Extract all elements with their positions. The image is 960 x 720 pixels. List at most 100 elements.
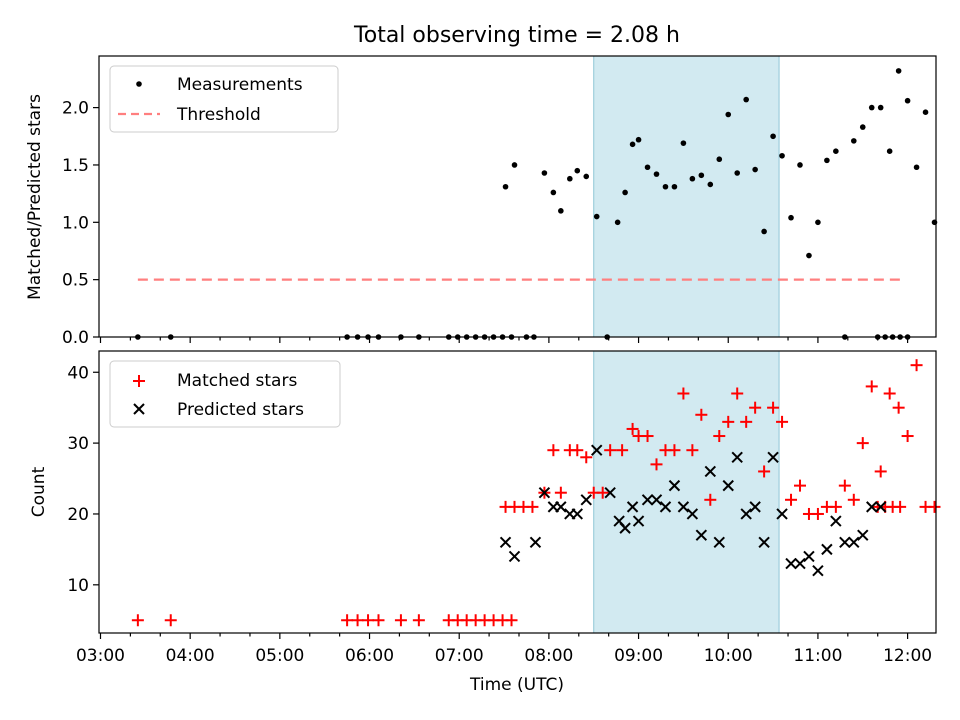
- matched-star-point: [505, 614, 518, 627]
- matched-star-point: [547, 444, 560, 457]
- measurement-point: [662, 183, 669, 190]
- measurement-point: [689, 175, 696, 182]
- measurement-point: [761, 228, 767, 235]
- measurement-point: [806, 252, 812, 259]
- measurement-point: [877, 104, 884, 111]
- matched-star-point: [829, 500, 842, 513]
- predicted-star-point: [821, 543, 833, 556]
- predicted-star-point: [508, 550, 521, 563]
- matched-star-point: [164, 614, 177, 627]
- matched-star-point: [695, 408, 708, 421]
- measurement-point: [698, 172, 705, 179]
- matched-star-point: [874, 465, 887, 478]
- bottom-y-tick-label: 10: [67, 576, 89, 596]
- legend-matched-label: Matched stars: [177, 371, 297, 391]
- matched-star-point: [554, 486, 567, 499]
- predicted-star-point: [848, 536, 860, 549]
- top-y-ticks: 0.0 0.5 1.0 1.5 2.0: [62, 99, 99, 348]
- predicted-star-point: [659, 501, 672, 513]
- measurement-point: [541, 170, 548, 176]
- matched-star-point: [341, 614, 354, 627]
- predicted-star-point: [812, 564, 824, 577]
- top-y-tick-label: 0.0: [62, 328, 89, 348]
- measurement-point: [752, 166, 758, 173]
- predicted-star-point: [758, 536, 770, 549]
- bottom-y-tick-label: 40: [67, 363, 89, 383]
- x-tick-label: 12:00: [883, 646, 932, 666]
- matched-star-point: [749, 401, 762, 414]
- measurement-point: [895, 68, 902, 74]
- measurement-point: [770, 133, 776, 140]
- matched-star-point: [686, 444, 699, 457]
- matched-star-point: [811, 507, 824, 520]
- matched-star-point: [626, 422, 639, 435]
- chart-title: Total observing time = 2.08 h: [353, 23, 680, 48]
- measurement-point: [653, 171, 660, 177]
- matched-star-point: [616, 444, 629, 457]
- matched-star-point: [526, 500, 539, 513]
- x-tick-label: 08:00: [524, 646, 573, 666]
- matched-star-point: [604, 444, 617, 457]
- matched-star-point: [793, 479, 806, 492]
- predicted-star-point: [749, 501, 761, 513]
- measurement-point: [680, 140, 687, 146]
- measurement-point: [886, 148, 893, 154]
- top-y-tick-label: 0.5: [62, 271, 89, 291]
- predicted-star-point: [604, 487, 616, 499]
- bottom-y-tick-label: 30: [67, 434, 89, 454]
- measurement-point: [716, 156, 723, 163]
- top-axes-frame: [98, 55, 937, 338]
- predicted-star-point: [626, 501, 639, 513]
- matched-star-point: [856, 437, 869, 450]
- measurement-point: [502, 183, 509, 190]
- measurement-point: [824, 157, 830, 164]
- predicted-star-point: [740, 508, 752, 520]
- predicted-star-point: [591, 444, 603, 456]
- measurement-point: [558, 208, 564, 214]
- matched-star-point: [394, 614, 407, 627]
- predicted-star-point: [713, 536, 725, 549]
- x-tick-label: 03:00: [76, 646, 125, 666]
- legend-measurements-marker: [136, 81, 142, 87]
- measurement-point: [574, 167, 581, 174]
- x-tick-label: 11:00: [793, 646, 842, 666]
- predicted-star-point: [785, 557, 797, 570]
- predicted-star-point: [767, 451, 779, 463]
- top-y-axis-label: Matched/Predicted stars: [25, 94, 45, 300]
- matched-star-point: [372, 614, 385, 627]
- predicted-star-point: [776, 508, 788, 520]
- matched-star-point: [910, 359, 923, 372]
- matched-star-point: [894, 500, 907, 513]
- measurement-point: [734, 170, 741, 176]
- x-tick-label: 04:00: [166, 646, 215, 666]
- predicted-star-point: [686, 508, 699, 520]
- legend-threshold-label: Threshold: [176, 105, 261, 125]
- matched-star-point: [571, 444, 584, 457]
- matched-star-point: [668, 444, 681, 457]
- predicted-star-point: [632, 515, 645, 527]
- top-y-tick-label: 2.0: [62, 99, 89, 119]
- measurement-point: [629, 141, 636, 148]
- top-y-tick-label: 1.5: [62, 156, 89, 176]
- matched-star-point: [722, 415, 735, 428]
- matched-star-point: [901, 430, 914, 443]
- predicted-star-point: [704, 465, 717, 478]
- measurement-point: [779, 152, 785, 159]
- matched-star-point: [704, 493, 717, 506]
- measurement-point: [859, 124, 866, 130]
- measurement-point: [550, 189, 557, 196]
- matched-star-point: [928, 500, 941, 513]
- predicted-star-point: [803, 550, 815, 563]
- bottom-points: [131, 359, 941, 627]
- predicted-star-point: [874, 501, 887, 513]
- measurement-point: [671, 183, 678, 190]
- measurement-point: [635, 136, 642, 143]
- matched-star-point: [412, 614, 425, 627]
- matched-star-point: [580, 451, 593, 464]
- legend-matched-marker: [133, 375, 145, 387]
- legend-predicted-label: Predicted stars: [177, 400, 304, 420]
- measurement-point: [850, 138, 857, 144]
- x-axis-label: Time (UTC): [469, 675, 564, 695]
- matched-star-point: [892, 401, 905, 414]
- measurement-point: [913, 164, 920, 171]
